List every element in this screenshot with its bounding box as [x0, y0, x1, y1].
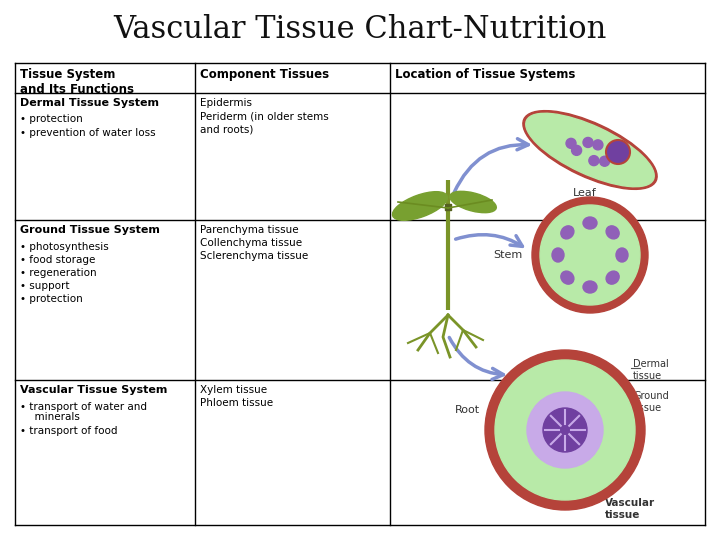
Text: • regeneration: • regeneration: [20, 268, 96, 278]
Ellipse shape: [561, 226, 574, 239]
Text: Vascular Tissue Chart-Nutrition: Vascular Tissue Chart-Nutrition: [113, 15, 607, 45]
Text: Location of Tissue Systems: Location of Tissue Systems: [395, 68, 575, 81]
Circle shape: [572, 145, 582, 156]
Circle shape: [583, 138, 593, 147]
Circle shape: [606, 140, 630, 164]
Text: Tissue System
and Its Functions: Tissue System and Its Functions: [20, 68, 134, 96]
Circle shape: [589, 156, 599, 166]
Circle shape: [593, 140, 603, 150]
Circle shape: [527, 392, 603, 468]
Text: Vascular
tissue: Vascular tissue: [605, 498, 655, 519]
Text: Epidermis
Periderm (in older stems
and roots): Epidermis Periderm (in older stems and r…: [200, 98, 329, 134]
Circle shape: [566, 138, 576, 149]
Circle shape: [485, 350, 645, 510]
Ellipse shape: [526, 113, 654, 187]
Text: • food storage: • food storage: [20, 255, 95, 265]
Text: Ground
tissue: Ground tissue: [633, 391, 669, 413]
Ellipse shape: [561, 271, 574, 284]
Text: • photosynthesis: • photosynthesis: [20, 241, 109, 252]
Text: Stem: Stem: [492, 250, 522, 260]
Text: minerals: minerals: [28, 413, 80, 422]
Circle shape: [543, 408, 587, 452]
Ellipse shape: [616, 248, 628, 262]
Text: Ground Tissue System: Ground Tissue System: [20, 225, 160, 235]
Ellipse shape: [583, 281, 597, 293]
Text: • protection: • protection: [20, 114, 83, 125]
Text: • protection: • protection: [20, 294, 83, 305]
Text: • support: • support: [20, 281, 70, 291]
Ellipse shape: [606, 271, 619, 284]
Circle shape: [532, 197, 648, 313]
Ellipse shape: [583, 217, 597, 229]
Text: Parenchyma tissue
Collenchyma tissue
Sclerenchyma tissue: Parenchyma tissue Collenchyma tissue Scl…: [200, 225, 308, 261]
Ellipse shape: [450, 191, 496, 213]
Text: Xylem tissue
Phloem tissue: Xylem tissue Phloem tissue: [200, 385, 273, 408]
Text: Root: Root: [455, 405, 480, 415]
Circle shape: [616, 153, 626, 163]
Text: Dermal Tissue System: Dermal Tissue System: [20, 98, 159, 108]
Text: Vascular Tissue System: Vascular Tissue System: [20, 385, 167, 395]
Text: Leaf: Leaf: [573, 188, 597, 198]
Text: • transport of water and: • transport of water and: [20, 402, 147, 411]
Text: Component Tissues: Component Tissues: [200, 68, 329, 81]
Circle shape: [495, 360, 635, 500]
Ellipse shape: [606, 226, 619, 239]
Text: Dermal
tissue: Dermal tissue: [633, 359, 669, 381]
Circle shape: [540, 205, 640, 305]
Ellipse shape: [523, 111, 657, 190]
Ellipse shape: [552, 248, 564, 262]
Text: • transport of food: • transport of food: [20, 426, 117, 436]
Text: • prevention of water loss: • prevention of water loss: [20, 127, 156, 138]
Ellipse shape: [392, 192, 448, 220]
Circle shape: [600, 156, 610, 166]
